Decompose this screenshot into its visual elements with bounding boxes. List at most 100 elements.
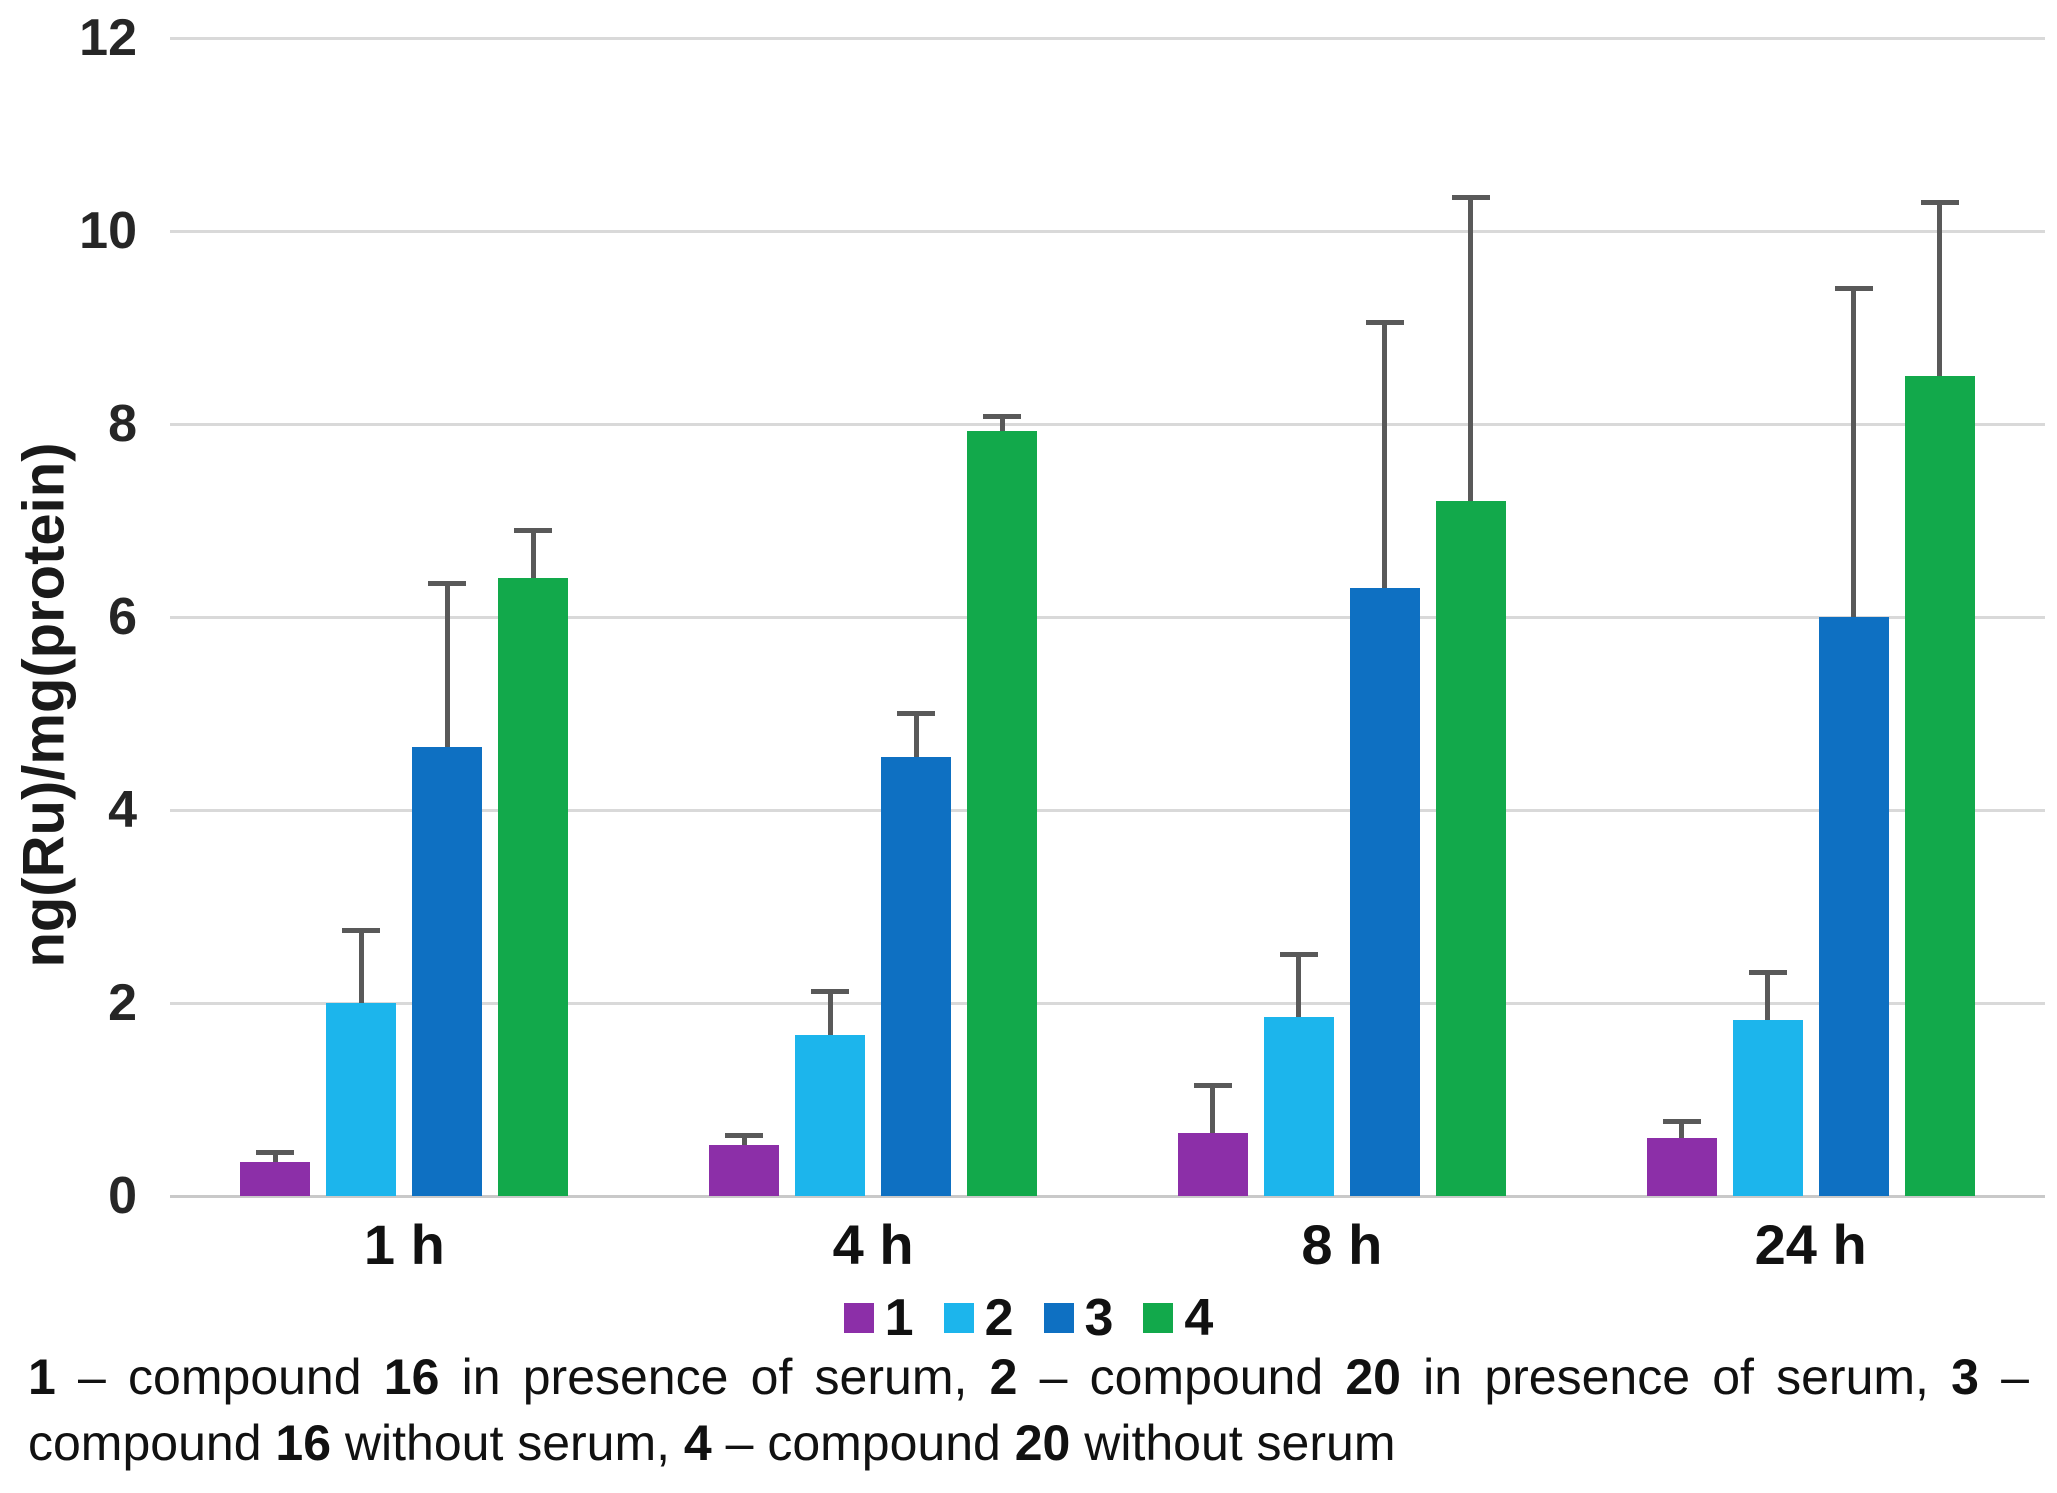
legend-item-3: 3 (1043, 1288, 1114, 1348)
error-bar-stem (444, 583, 450, 748)
error-bar-stem (1382, 322, 1388, 589)
bar-series-4-4h (967, 430, 1038, 1196)
error-bar-stem (1679, 1121, 1685, 1139)
y-tick-label: 2 (108, 974, 137, 1032)
caption-text: compound (28, 1415, 276, 1471)
error-bar-stem (1765, 972, 1771, 1021)
error-bar-cap (1451, 194, 1490, 200)
gridline (170, 229, 2045, 233)
gridline (170, 1001, 2045, 1005)
error-bar-stem (530, 530, 536, 579)
legend-swatch-1 (843, 1303, 874, 1333)
bar-series-2-4h (795, 1034, 866, 1196)
y-tick-label: 6 (108, 588, 137, 646)
caption-text: – compound (1017, 1349, 1346, 1405)
bar-series-1-1h (240, 1162, 311, 1196)
bar-series-2-1h (326, 1003, 397, 1196)
error-bar-stem (358, 930, 364, 1003)
legend-label-3: 3 (1084, 1289, 1114, 1347)
y-tick-label: 8 (108, 395, 137, 453)
y-tick-label: 0 (108, 1167, 137, 1225)
y-axis-title: ng(Ru)/mg(protein) (11, 442, 77, 968)
figure-caption: 1 – compound 16 in presence of serum, 2 … (28, 1344, 2029, 1476)
caption-bold-text: 16 (383, 1349, 440, 1405)
error-bar-stem (827, 991, 833, 1035)
y-tick-label: 12 (79, 9, 137, 67)
y-tick-label: 4 (108, 781, 137, 839)
legend: 1 2 3 4 (0, 1288, 2057, 1348)
caption-text: in presence of serum, (439, 1349, 990, 1405)
error-bar-stem (741, 1135, 747, 1145)
legend-item-1: 1 (843, 1288, 914, 1348)
bar-series-2-8h (1263, 1017, 1334, 1196)
caption-bold-text: 2 (989, 1349, 1018, 1405)
error-bar-cap (1920, 199, 1959, 205)
plot-area (170, 36, 2045, 1198)
caption-text: in presence of serum, (1400, 1349, 1952, 1405)
bar-series-1-8h (1177, 1133, 1248, 1196)
bar-series-4-24h (1904, 375, 1975, 1196)
x-axis-line (170, 1194, 2045, 1198)
caption-bold-text: 16 (275, 1415, 332, 1471)
legend-swatch-3 (1043, 1303, 1074, 1333)
x-category-label: 8 h (1301, 1213, 1383, 1276)
gridline (170, 808, 2045, 812)
caption-text: – compound (55, 1349, 384, 1405)
bar-series-1-4h (709, 1144, 780, 1196)
error-bar-cap (897, 711, 936, 716)
error-bar-stem (1296, 954, 1302, 1018)
error-bar-cap (342, 928, 381, 934)
legend-label-1: 1 (884, 1289, 914, 1347)
bar-series-4-1h (498, 578, 569, 1196)
legend-swatch-4 (1143, 1303, 1174, 1333)
error-bar-cap (725, 1132, 764, 1138)
x-category-label: 1 h (363, 1213, 445, 1276)
error-bar-cap (1748, 969, 1787, 975)
error-bar-stem (999, 416, 1005, 431)
error-bar-cap (983, 413, 1022, 419)
caption-line-2: compound 16 without serum, 4 – compound … (28, 1410, 2029, 1476)
bar-series-3-24h (1818, 617, 1889, 1196)
error-bar-cap (1279, 952, 1318, 958)
bar-series-4-8h (1435, 501, 1506, 1196)
error-bar-stem (913, 713, 919, 757)
caption-text: without serum, (331, 1415, 684, 1471)
caption-text: – (1978, 1349, 2029, 1405)
gridline (170, 422, 2045, 426)
bar-series-2-24h (1732, 1020, 1803, 1196)
caption-bold-text: 1 (28, 1349, 56, 1405)
legend-label-4: 4 (1184, 1289, 1214, 1347)
bar-series-3-4h (881, 756, 952, 1196)
bar-series-1-24h (1646, 1138, 1717, 1196)
error-bar-stem (1851, 288, 1857, 617)
gridline (170, 615, 2045, 619)
caption-bold-text: 20 (1014, 1415, 1071, 1471)
y-tick-label: 10 (79, 202, 137, 260)
x-category-label: 24 h (1754, 1213, 1867, 1276)
legend-item-2: 2 (943, 1288, 1014, 1348)
error-bar-stem (272, 1152, 278, 1163)
error-bar-stem (1937, 202, 1943, 376)
error-bar-stem (1468, 197, 1474, 502)
error-bar-cap (1193, 1082, 1232, 1088)
error-bar-cap (811, 988, 850, 994)
caption-bold-text: 20 (1345, 1349, 1401, 1405)
legend-item-4: 4 (1143, 1288, 1213, 1348)
error-bar-cap (1834, 286, 1873, 292)
error-bar-cap (428, 580, 467, 586)
error-bar-cap (514, 527, 553, 533)
bar-series-3-8h (1349, 588, 1420, 1196)
x-category-label: 4 h (832, 1213, 914, 1276)
legend-label-2: 2 (984, 1289, 1014, 1347)
caption-bold-text: 4 (683, 1415, 712, 1471)
caption-text: without serum (1070, 1415, 1396, 1471)
error-bar-cap (1662, 1119, 1701, 1125)
error-bar-cap (1365, 320, 1404, 326)
bar-series-3-1h (412, 747, 483, 1196)
error-bar-stem (1210, 1085, 1216, 1134)
error-bar-cap (256, 1150, 295, 1156)
caption-bold-text: 3 (1951, 1349, 1979, 1405)
caption-text: – compound (711, 1415, 1015, 1471)
legend-swatch-2 (943, 1303, 974, 1333)
